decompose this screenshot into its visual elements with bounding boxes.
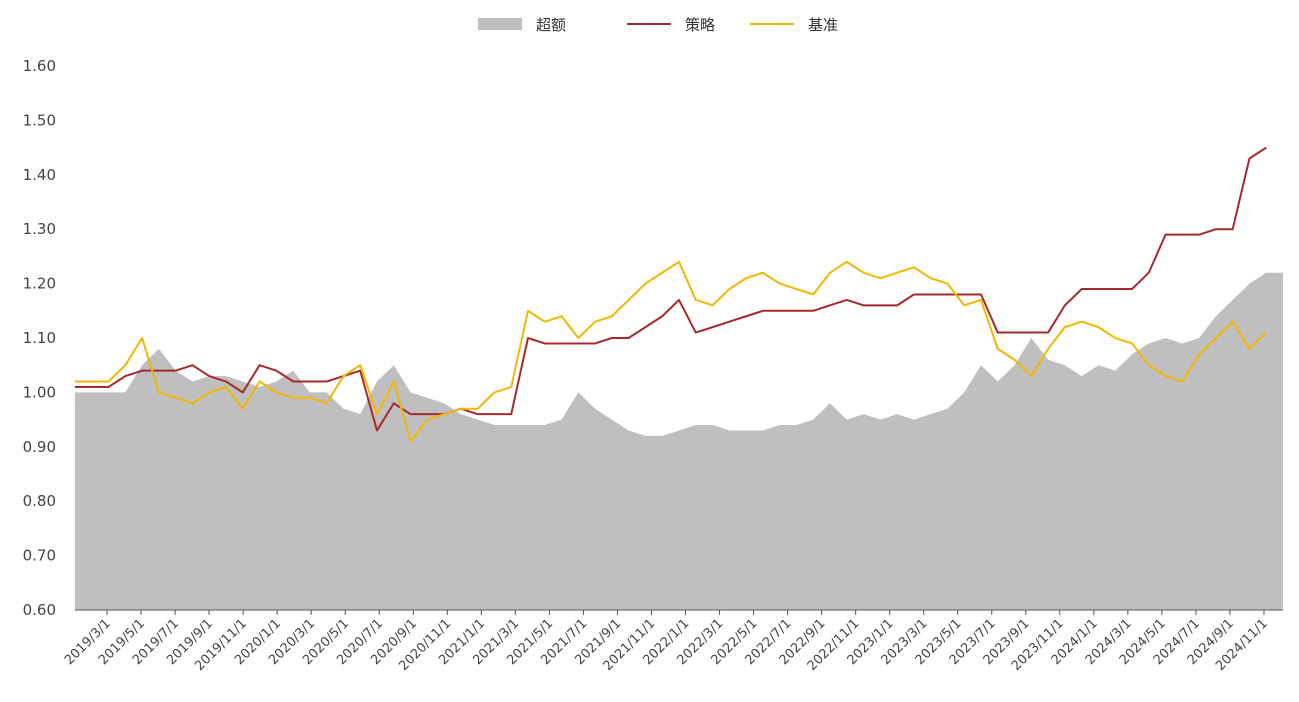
- y-tick-label: 1.40: [23, 166, 56, 184]
- legend-swatch-area: [478, 18, 522, 30]
- y-tick-label: 0.90: [23, 438, 56, 456]
- y-tick-label: 1.30: [23, 220, 56, 238]
- y-tick-label: 1.50: [23, 111, 56, 129]
- y-tick-label: 1.00: [23, 383, 56, 401]
- legend-label: 基准: [808, 16, 838, 34]
- series-line-strategy: [75, 146, 1267, 432]
- y-tick-label: 0.60: [23, 601, 56, 619]
- y-tick-label: 1.20: [23, 275, 56, 293]
- legend-label: 策略: [685, 16, 715, 34]
- legend: 超额 策略 基准: [478, 16, 838, 34]
- y-tick-label: 1.10: [23, 329, 56, 347]
- legend-label: 超额: [536, 16, 566, 34]
- series-line-benchmark: [75, 260, 1267, 443]
- series-area-excess: [75, 272, 1283, 610]
- area-layer: [75, 272, 1283, 610]
- y-tick-label: 0.70: [23, 547, 56, 565]
- y-tick-label: 1.60: [23, 57, 56, 75]
- lines-layer: [75, 146, 1267, 443]
- y-tick-label: 0.80: [23, 492, 56, 510]
